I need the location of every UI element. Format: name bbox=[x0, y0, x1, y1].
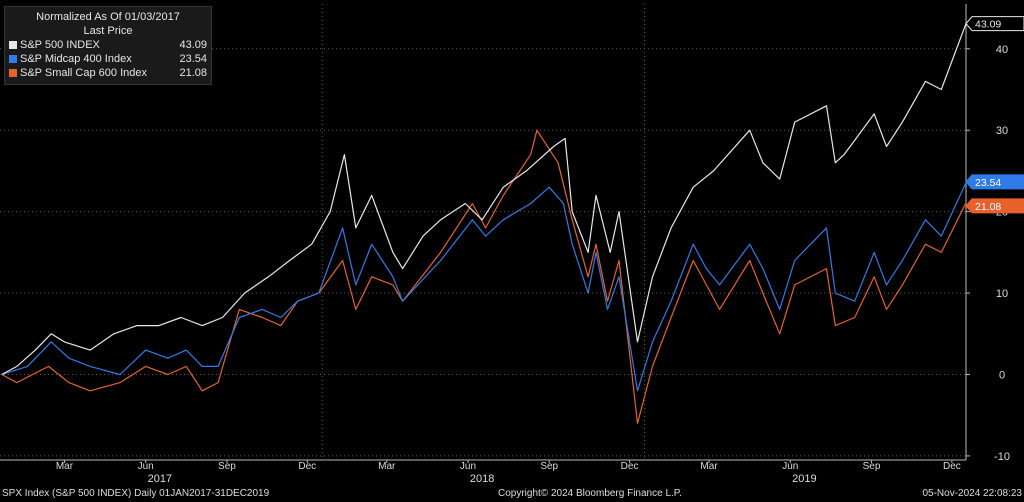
last-value-tag-2 bbox=[965, 198, 1024, 214]
x-tick-label: Mar bbox=[378, 461, 396, 472]
legend-swatch-spx bbox=[9, 41, 17, 49]
legend-swatch-midcap bbox=[9, 55, 17, 63]
series-line-1 bbox=[1, 182, 967, 392]
grid-lines bbox=[0, 4, 966, 460]
last-value-tag-0 bbox=[965, 16, 1024, 32]
legend-label-smallcap: S&P Small Cap 600 Index bbox=[20, 67, 147, 79]
x-year-label: 2018 bbox=[470, 473, 494, 485]
x-tick-label: Jun bbox=[460, 461, 476, 472]
legend-item-midcap: S&P Midcap 400 Index 23.54 bbox=[9, 52, 207, 66]
series-line-2 bbox=[1, 129, 967, 424]
x-tick-label: Sep bbox=[863, 461, 881, 472]
x-tick-label: Mar bbox=[700, 461, 718, 472]
x-tick-label: Dec bbox=[943, 461, 961, 472]
legend-value-spx: 43.09 bbox=[179, 39, 207, 51]
series-line-0 bbox=[1, 23, 967, 376]
footer-timestamp: 05-Nov-2024 22:08:23 bbox=[922, 488, 1022, 499]
x-tick-label: Dec bbox=[298, 461, 316, 472]
x-year-label: 2017 bbox=[148, 473, 172, 485]
legend-label-spx: S&P 500 INDEX bbox=[20, 39, 100, 51]
legend-value-midcap: 23.54 bbox=[179, 53, 207, 65]
y-tick-label: 10 bbox=[996, 288, 1008, 300]
y-tick-label: 40 bbox=[996, 44, 1008, 56]
y-tick-label: -10 bbox=[994, 451, 1010, 463]
series-lines bbox=[1, 23, 967, 424]
legend-item-spx: S&P 500 INDEX 43.09 bbox=[9, 38, 207, 52]
x-tick-label: Dec bbox=[621, 461, 639, 472]
last-value-label-0: 43.09 bbox=[975, 19, 1001, 31]
x-year-label: 2019 bbox=[792, 473, 816, 485]
footer-copyright: Copyright© 2024 Bloomberg Finance L.P. bbox=[498, 488, 682, 499]
last-value-label-2: 21.08 bbox=[975, 201, 1001, 213]
x-tick-label: Jun bbox=[782, 461, 798, 472]
x-tick-label: Sep bbox=[218, 461, 236, 472]
y-tick-label: 0 bbox=[999, 370, 1005, 382]
legend: Normalized As Of 01/03/2017 Last Price S… bbox=[4, 6, 212, 85]
legend-swatch-smallcap bbox=[9, 69, 17, 77]
legend-item-smallcap: S&P Small Cap 600 Index 21.08 bbox=[9, 66, 207, 80]
last-value-label-1: 23.54 bbox=[975, 177, 1001, 189]
legend-title: Normalized As Of 01/03/2017 bbox=[36, 11, 180, 23]
legend-value-smallcap: 21.08 bbox=[179, 67, 207, 79]
y-tick-label: 30 bbox=[996, 125, 1008, 137]
legend-subtitle: Last Price bbox=[83, 25, 133, 37]
x-tick-label: Mar bbox=[56, 461, 74, 472]
x-tick-label: Jun bbox=[138, 461, 154, 472]
last-value-tag-1 bbox=[965, 174, 1024, 190]
footer-ticker: SPX Index (S&P 500 INDEX) Daily 01JAN201… bbox=[2, 488, 270, 499]
legend-label-midcap: S&P Midcap 400 Index bbox=[20, 53, 132, 65]
value-labels: 43.09 23.54 21.08 bbox=[965, 16, 1024, 214]
x-tick-label: Sep bbox=[540, 461, 558, 472]
